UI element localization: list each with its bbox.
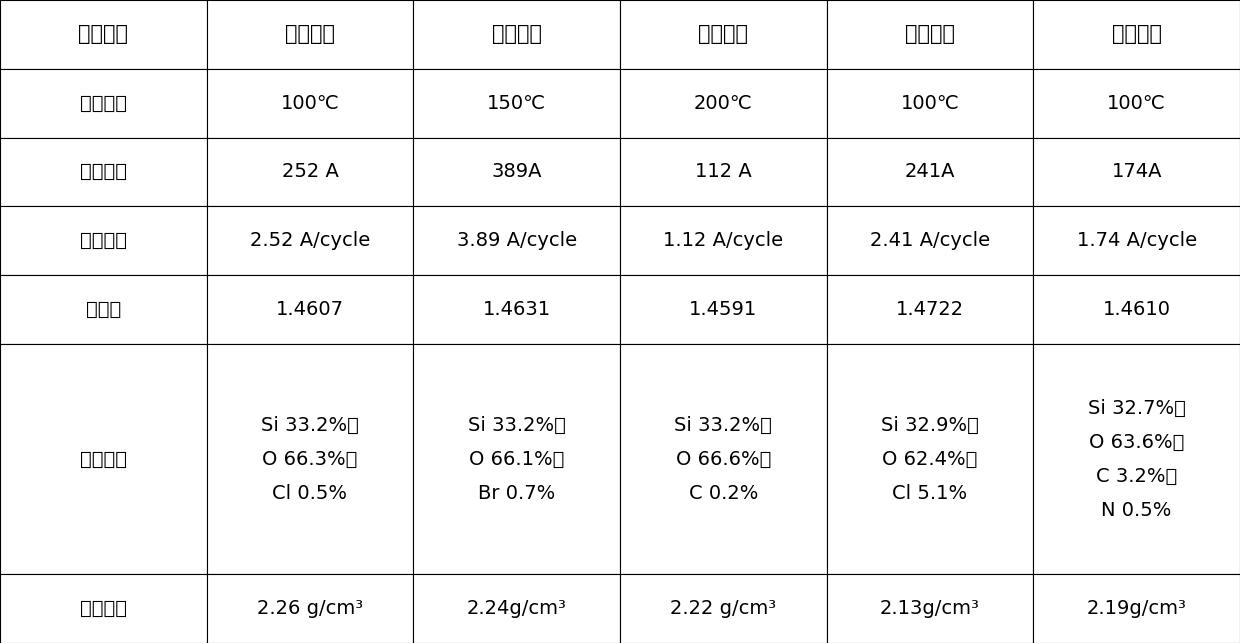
Text: 389A: 389A bbox=[491, 163, 542, 181]
Text: 2.13g/cm³: 2.13g/cm³ bbox=[880, 599, 980, 618]
Bar bbox=[1033, 206, 1240, 275]
Text: 对比例二: 对比例二 bbox=[905, 24, 955, 44]
Text: Si 32.9%，
O 62.4%，
Cl 5.1%: Si 32.9%， O 62.4%， Cl 5.1% bbox=[882, 415, 978, 503]
Text: 1.4607: 1.4607 bbox=[277, 300, 343, 319]
Bar bbox=[827, 344, 1033, 574]
Text: 150℃: 150℃ bbox=[487, 94, 546, 113]
Bar bbox=[1033, 275, 1240, 344]
Bar bbox=[207, 206, 413, 275]
Bar bbox=[620, 275, 827, 344]
Bar bbox=[1033, 0, 1240, 69]
Bar bbox=[0, 138, 207, 206]
Bar bbox=[0, 574, 207, 643]
Text: 2.52 A/cycle: 2.52 A/cycle bbox=[250, 231, 370, 250]
Text: 1.4610: 1.4610 bbox=[1102, 300, 1171, 319]
Text: 沉积速率: 沉积速率 bbox=[79, 231, 126, 250]
Bar bbox=[620, 138, 827, 206]
Bar bbox=[0, 275, 207, 344]
Bar bbox=[207, 69, 413, 138]
Text: Si 33.2%，
O 66.3%，
Cl 0.5%: Si 33.2%， O 66.3%， Cl 0.5% bbox=[262, 415, 358, 503]
Bar bbox=[827, 0, 1033, 69]
Text: 薄膜密度: 薄膜密度 bbox=[79, 599, 126, 618]
Text: 样品来源: 样品来源 bbox=[78, 24, 128, 44]
Bar bbox=[413, 574, 620, 643]
Text: 1.4631: 1.4631 bbox=[482, 300, 551, 319]
Bar bbox=[827, 69, 1033, 138]
Bar bbox=[1033, 344, 1240, 574]
Text: 对比例三: 对比例三 bbox=[1112, 24, 1162, 44]
Bar bbox=[0, 69, 207, 138]
Bar bbox=[1033, 138, 1240, 206]
Bar bbox=[413, 344, 620, 574]
Bar bbox=[207, 138, 413, 206]
Bar bbox=[413, 138, 620, 206]
Bar bbox=[207, 0, 413, 69]
Text: 3.89 A/cycle: 3.89 A/cycle bbox=[456, 231, 577, 250]
Text: 1.4591: 1.4591 bbox=[689, 300, 758, 319]
Bar bbox=[1033, 574, 1240, 643]
Bar bbox=[0, 206, 207, 275]
Text: 1.12 A/cycle: 1.12 A/cycle bbox=[663, 231, 784, 250]
Text: 174A: 174A bbox=[1111, 163, 1162, 181]
Text: 衬底温度: 衬底温度 bbox=[79, 94, 126, 113]
Text: 沉积厚度: 沉积厚度 bbox=[79, 163, 126, 181]
Bar bbox=[620, 0, 827, 69]
Text: 2.24g/cm³: 2.24g/cm³ bbox=[466, 599, 567, 618]
Text: 实施例一: 实施例一 bbox=[285, 24, 335, 44]
Text: 112 A: 112 A bbox=[694, 163, 751, 181]
Bar bbox=[207, 275, 413, 344]
Text: 1.4722: 1.4722 bbox=[897, 300, 963, 319]
Text: Si 33.2%，
O 66.1%，
Br 0.7%: Si 33.2%， O 66.1%， Br 0.7% bbox=[467, 415, 565, 503]
Text: 2.19g/cm³: 2.19g/cm³ bbox=[1086, 599, 1187, 618]
Text: 200℃: 200℃ bbox=[694, 94, 753, 113]
Text: 折射率: 折射率 bbox=[86, 300, 122, 319]
Bar bbox=[207, 574, 413, 643]
Text: 实施例二: 实施例二 bbox=[492, 24, 542, 44]
Text: Si 33.2%，
O 66.6%，
C 0.2%: Si 33.2%， O 66.6%， C 0.2% bbox=[675, 415, 773, 503]
Text: 2.26 g/cm³: 2.26 g/cm³ bbox=[257, 599, 363, 618]
Bar bbox=[413, 206, 620, 275]
Text: 2.41 A/cycle: 2.41 A/cycle bbox=[870, 231, 990, 250]
Bar bbox=[620, 344, 827, 574]
Text: 252 A: 252 A bbox=[281, 163, 339, 181]
Bar bbox=[620, 206, 827, 275]
Bar bbox=[620, 69, 827, 138]
Bar bbox=[827, 275, 1033, 344]
Text: 2.22 g/cm³: 2.22 g/cm³ bbox=[671, 599, 776, 618]
Text: 对比例一: 对比例一 bbox=[698, 24, 748, 44]
Text: 241A: 241A bbox=[905, 163, 955, 181]
Text: Si 32.7%，
O 63.6%，
C 3.2%，
N 0.5%: Si 32.7%， O 63.6%， C 3.2%， N 0.5% bbox=[1087, 399, 1185, 520]
Bar bbox=[413, 275, 620, 344]
Bar bbox=[207, 344, 413, 574]
Bar bbox=[827, 138, 1033, 206]
Text: 1.74 A/cycle: 1.74 A/cycle bbox=[1076, 231, 1197, 250]
Text: 100℃: 100℃ bbox=[280, 94, 340, 113]
Bar bbox=[1033, 69, 1240, 138]
Bar bbox=[0, 0, 207, 69]
Bar bbox=[0, 344, 207, 574]
Bar bbox=[413, 0, 620, 69]
Bar bbox=[827, 574, 1033, 643]
Text: 元素含量: 元素含量 bbox=[79, 449, 126, 469]
Bar bbox=[827, 206, 1033, 275]
Text: 100℃: 100℃ bbox=[1107, 94, 1166, 113]
Bar bbox=[413, 69, 620, 138]
Text: 100℃: 100℃ bbox=[900, 94, 960, 113]
Bar bbox=[620, 574, 827, 643]
